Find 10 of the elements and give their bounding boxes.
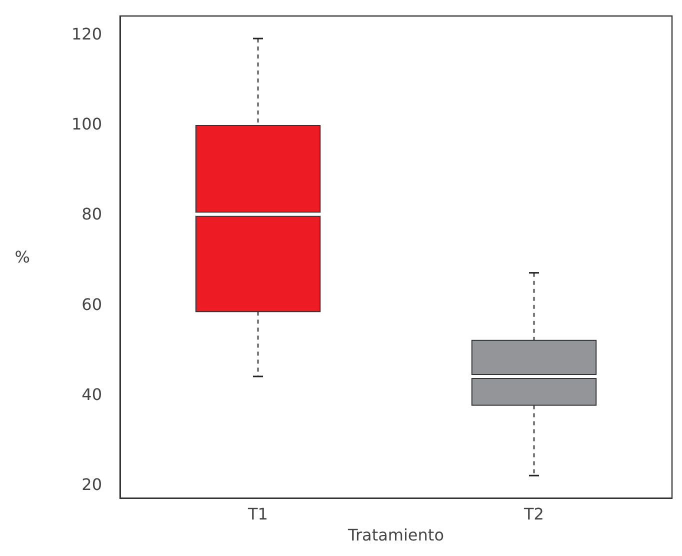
y-tick-label: 20 [82, 475, 102, 494]
y-tick-label: 60 [82, 294, 102, 314]
x-tick-label: T1 [247, 504, 268, 524]
y-tick-label: 80 [82, 204, 102, 224]
y-axis-title: % [14, 248, 30, 267]
x-tick-label: T2 [523, 504, 544, 524]
y-tick-label: 120 [71, 24, 102, 44]
y-tick-label: 100 [71, 114, 102, 134]
x-axis-title: Tratamiento [347, 526, 444, 544]
y-tick-label: 40 [82, 384, 102, 404]
